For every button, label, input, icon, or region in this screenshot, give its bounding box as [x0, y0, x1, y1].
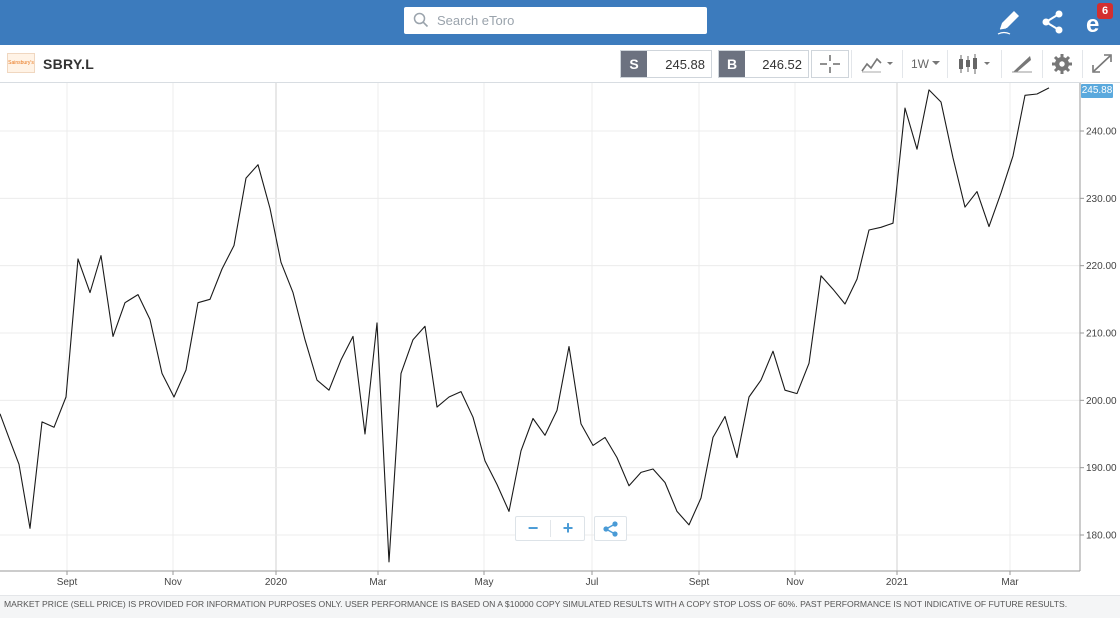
x-tick-label: Mar — [1001, 577, 1019, 588]
share-icon[interactable] — [1038, 7, 1068, 37]
y-tick-label: 240.00 — [1086, 127, 1117, 138]
svg-text:e: e — [1086, 11, 1099, 37]
timeframe-label: 1W — [911, 57, 929, 71]
x-tick-label: Jul — [586, 577, 599, 588]
chart-type-icon — [861, 57, 893, 73]
x-tick-label: Sept — [57, 577, 78, 588]
disclaimer-text: MARKET PRICE (SELL PRICE) IS PROVIDED FO… — [4, 599, 1068, 609]
search-input[interactable]: Search eToro — [404, 7, 707, 34]
y-tick-label: 180.00 — [1086, 531, 1117, 542]
y-tick-label: 220.00 — [1086, 261, 1117, 272]
x-tick-label: Nov — [786, 577, 804, 588]
fullscreen-icon — [1092, 54, 1112, 73]
candlestick-button[interactable] — [947, 50, 1000, 78]
edit-icon[interactable] — [994, 7, 1024, 37]
x-tick-label: May — [475, 577, 494, 588]
disclaimer-bar: MARKET PRICE (SELL PRICE) IS PROVIDED FO… — [0, 595, 1120, 618]
chevron-down-icon — [932, 61, 940, 65]
instrument-logo: Sainsbury's — [7, 53, 35, 73]
x-tick-label: Sept — [689, 577, 710, 588]
share-icon — [603, 521, 618, 537]
top-navigation-bar: Search eToro e 6 — [0, 0, 1120, 45]
buy-label: B — [719, 51, 745, 77]
zoom-out-button[interactable]: − — [527, 518, 539, 538]
drawing-icon — [1012, 56, 1032, 73]
sell-label: S — [621, 51, 647, 77]
notifications-icon[interactable]: e — [1080, 7, 1110, 37]
buy-price-button[interactable]: B 246.52 — [718, 50, 809, 78]
price-chart[interactable]: 180.00 190.00 200.00 210.00 220.00 230.00 240.… — [0, 83, 1120, 595]
search-placeholder: Search eToro — [437, 13, 515, 28]
zoom-in-button[interactable]: + — [562, 518, 574, 538]
drawing-tools-button[interactable] — [1001, 50, 1041, 78]
current-price-label: 245.88 — [1081, 84, 1113, 98]
y-tick-label: 190.00 — [1086, 463, 1117, 474]
candlestick-icon — [959, 54, 990, 74]
chart-type-button[interactable] — [851, 50, 901, 78]
y-tick-label: 210.00 — [1086, 329, 1117, 340]
x-tick-label: Mar — [369, 577, 387, 588]
crosshair-icon — [820, 55, 840, 73]
sell-price: 245.88 — [665, 57, 705, 72]
share-chart-button[interactable] — [594, 516, 627, 541]
instrument-toolbar: Sainsbury's SBRY.L S 245.88 B 246.52 1W — [0, 45, 1120, 83]
buy-price: 246.52 — [762, 57, 802, 72]
settings-icon — [1052, 54, 1072, 74]
divider — [550, 520, 551, 537]
price-line — [0, 87, 1050, 563]
settings-button[interactable] — [1042, 50, 1081, 78]
x-tick-label: 2020 — [265, 577, 288, 588]
x-tick-label: 2021 — [886, 577, 909, 588]
timeframe-dropdown[interactable]: 1W — [902, 50, 946, 78]
notification-badge: 6 — [1097, 3, 1113, 19]
fullscreen-button[interactable] — [1082, 50, 1120, 78]
zoom-controls: − + — [515, 516, 585, 541]
sell-price-button[interactable]: S 245.88 — [620, 50, 712, 78]
y-tick-label: 200.00 — [1086, 396, 1117, 407]
y-tick-label: 230.00 — [1086, 194, 1117, 205]
instrument-symbol: SBRY.L — [43, 56, 95, 72]
search-icon — [413, 12, 429, 28]
x-tick-label: Nov — [164, 577, 182, 588]
crosshair-button[interactable] — [811, 50, 849, 78]
